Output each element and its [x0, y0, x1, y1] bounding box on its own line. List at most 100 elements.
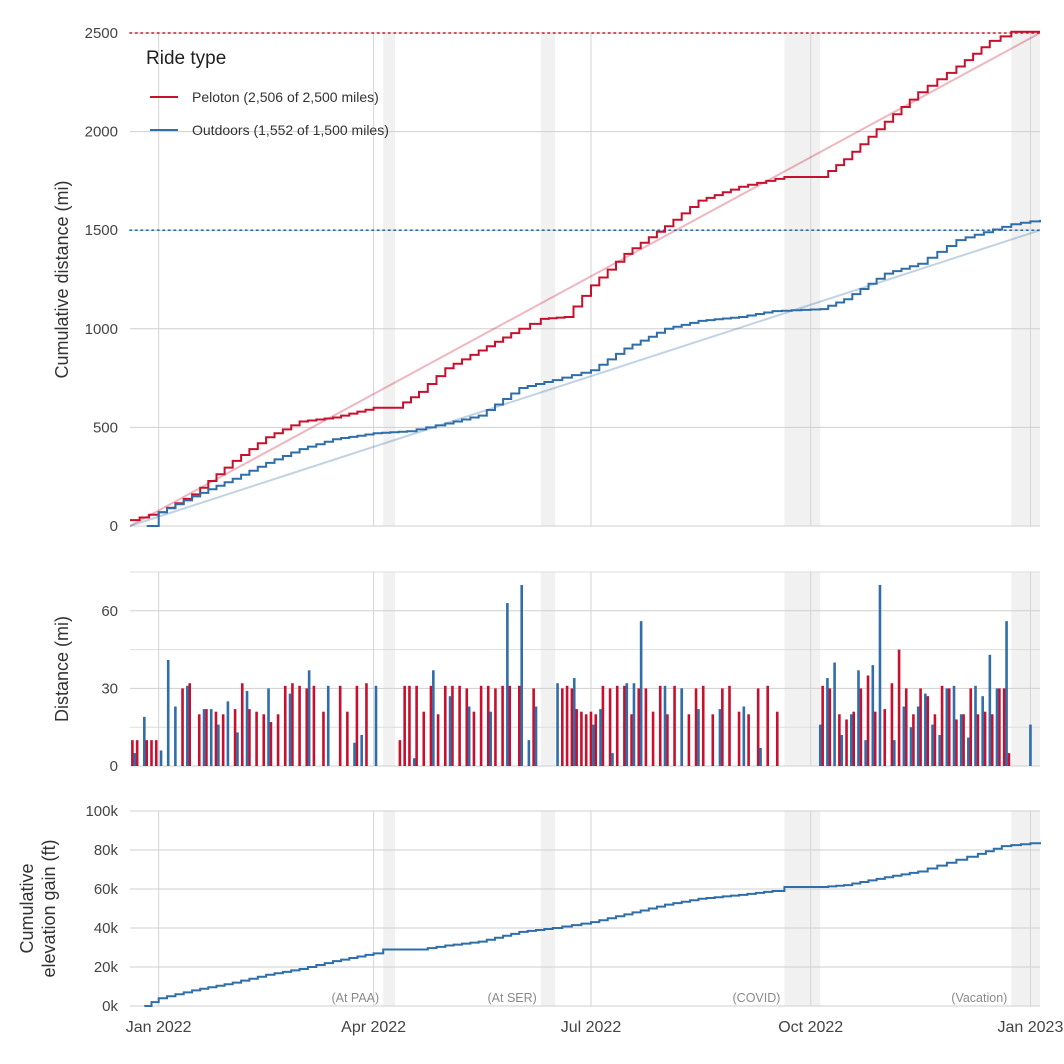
bar-outdoors: [267, 688, 270, 766]
bar-peloton: [883, 709, 887, 766]
y-tick-label: 100k: [85, 803, 118, 820]
bar-outdoors: [572, 678, 576, 766]
y-tick-label: 2500: [85, 25, 118, 42]
bar-outdoors: [360, 734, 363, 766]
bar-outdoors: [878, 584, 882, 766]
bar-outdoors: [133, 753, 137, 766]
bar-outdoors: [909, 727, 913, 766]
bar-peloton: [1002, 688, 1006, 766]
bar-peloton: [501, 685, 504, 766]
bar-outdoors: [534, 706, 538, 766]
bar-outdoors: [592, 724, 595, 766]
bar-peloton: [338, 685, 342, 766]
bar-outdoors: [326, 685, 330, 766]
bar-outdoors: [902, 706, 906, 766]
bar-peloton: [479, 685, 483, 766]
bar-outdoors: [432, 670, 435, 766]
bar-outdoors: [448, 696, 452, 766]
bar-peloton: [687, 714, 691, 766]
bar-outdoors: [520, 584, 524, 766]
bar-peloton: [398, 740, 402, 766]
bar-peloton: [962, 714, 965, 766]
bar-peloton: [919, 688, 922, 766]
legend-label-outdoors: Outdoors (1,552 of 1,500 miles): [192, 122, 389, 138]
shaded-period-3: [1011, 572, 1040, 766]
pace-line-outdoors: [129, 229, 1041, 527]
shaded-period-0: [383, 572, 396, 766]
bar-outdoors: [236, 732, 239, 766]
bar-peloton: [429, 685, 433, 766]
bar-outdoors: [924, 693, 927, 766]
bar-peloton: [322, 711, 325, 766]
y-tick-label: 60k: [94, 881, 119, 898]
bar-peloton: [131, 740, 134, 766]
bar-peloton: [990, 714, 994, 766]
bar-outdoors: [639, 621, 643, 766]
bar-outdoors: [945, 688, 949, 766]
x-tick-label: Jul 2022: [561, 1019, 622, 1036]
bar-outdoors: [245, 690, 249, 766]
bar-peloton: [859, 688, 863, 766]
bar-outdoors: [527, 740, 531, 766]
bar-peloton: [565, 685, 569, 766]
shaded-period-3: [1011, 811, 1040, 1006]
panel-cumulative-distance: 0 500 1000 1500 2000 2500 Cumulative distance …: [52, 25, 1041, 535]
bar-outdoors: [307, 670, 311, 766]
pace-line-peloton: [129, 32, 1041, 527]
bar-peloton: [422, 711, 426, 766]
bar-outdoors: [893, 740, 896, 766]
legend: Ride type Peloton (2,506 of 2,500 miles) O…: [146, 48, 389, 138]
series-line-outdoors: [146, 219, 1041, 527]
bar-peloton: [852, 711, 856, 766]
shaded-period-0: [383, 811, 396, 1006]
bar-outdoors: [217, 724, 220, 766]
bar-peloton: [601, 685, 605, 766]
bar-peloton: [637, 688, 641, 766]
bar-outdoors: [166, 659, 170, 766]
bar-outdoors: [209, 709, 213, 766]
x-tick-label: Apr 2022: [341, 1019, 406, 1036]
bar-peloton: [904, 688, 908, 766]
bar-peloton: [983, 711, 987, 766]
bar-outdoors: [143, 716, 146, 766]
bar-outdoors: [506, 603, 509, 766]
bar-outdoors: [663, 685, 667, 766]
bar-outdoors: [288, 693, 292, 766]
bar-outdoors: [952, 685, 956, 766]
period-label: (At PAA): [331, 991, 379, 1005]
bar-outdoors: [916, 706, 920, 766]
bar-peloton: [866, 675, 870, 766]
bar-peloton: [135, 740, 139, 766]
bar-peloton: [737, 711, 741, 766]
period-label: (At SER): [488, 991, 537, 1005]
bar-outdoors: [818, 724, 822, 766]
bar-peloton: [508, 685, 512, 766]
y-tick-label: 30: [101, 680, 118, 697]
bar-peloton: [721, 688, 724, 766]
shaded-period-2: [784, 33, 821, 526]
bar-peloton: [415, 685, 418, 766]
bar-outdoors: [680, 688, 684, 766]
bar-outdoors: [556, 683, 559, 766]
bar-outdoors: [718, 709, 722, 766]
shaded-period-0: [383, 33, 396, 526]
shaded-period-2: [784, 572, 821, 766]
x-tick-label: Jan 2023: [998, 1019, 1064, 1036]
bar-peloton: [580, 711, 583, 766]
bar-outdoors: [864, 740, 867, 766]
bar-outdoors: [226, 701, 230, 766]
bar-outdoors: [353, 742, 356, 766]
bar-peloton: [188, 683, 192, 766]
y-tick-label: 1500: [85, 222, 118, 239]
bar-peloton: [747, 714, 750, 766]
bar-peloton: [276, 714, 280, 766]
bar-outdoors: [850, 714, 853, 766]
bar-peloton: [775, 711, 779, 766]
bar-peloton: [283, 685, 287, 766]
bar-peloton: [465, 688, 469, 766]
bar-peloton: [561, 688, 564, 766]
bar-peloton: [890, 683, 894, 766]
series-line-peloton: [130, 30, 1040, 522]
bar-peloton: [615, 685, 619, 766]
